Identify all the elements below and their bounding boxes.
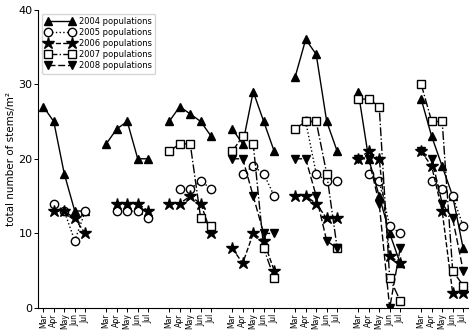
2008 populations <box>229 157 235 161</box>
2004 populations <box>82 209 88 213</box>
2008 populations <box>272 231 277 236</box>
2008 populations <box>240 157 246 161</box>
2006 populations <box>82 231 88 236</box>
2007 populations <box>209 224 214 228</box>
2005 populations <box>51 202 56 206</box>
Y-axis label: total number of stems/m²: total number of stems/m² <box>6 92 16 226</box>
Line: 2008 populations: 2008 populations <box>228 155 278 238</box>
2007 populations <box>177 142 182 146</box>
2007 populations <box>166 149 172 153</box>
2004 populations <box>62 172 67 176</box>
2005 populations <box>72 239 78 243</box>
Line: 2007 populations: 2007 populations <box>165 140 215 230</box>
2004 populations <box>51 120 56 124</box>
Line: 2006 populations: 2006 populations <box>47 205 91 240</box>
Line: 2005 populations: 2005 populations <box>50 199 90 245</box>
2004 populations <box>72 209 78 213</box>
2004 populations <box>40 105 46 109</box>
Legend: 2004 populations, 2005 populations, 2006 populations, 2007 populations, 2008 pop: 2004 populations, 2005 populations, 2006… <box>42 14 155 74</box>
2005 populations <box>62 209 67 213</box>
2006 populations <box>51 209 56 213</box>
2005 populations <box>82 209 88 213</box>
2008 populations <box>261 231 266 236</box>
2007 populations <box>198 216 203 220</box>
2008 populations <box>250 194 256 198</box>
Line: 2004 populations: 2004 populations <box>39 103 90 215</box>
2006 populations <box>72 216 78 220</box>
2007 populations <box>187 142 193 146</box>
2006 populations <box>62 209 67 213</box>
